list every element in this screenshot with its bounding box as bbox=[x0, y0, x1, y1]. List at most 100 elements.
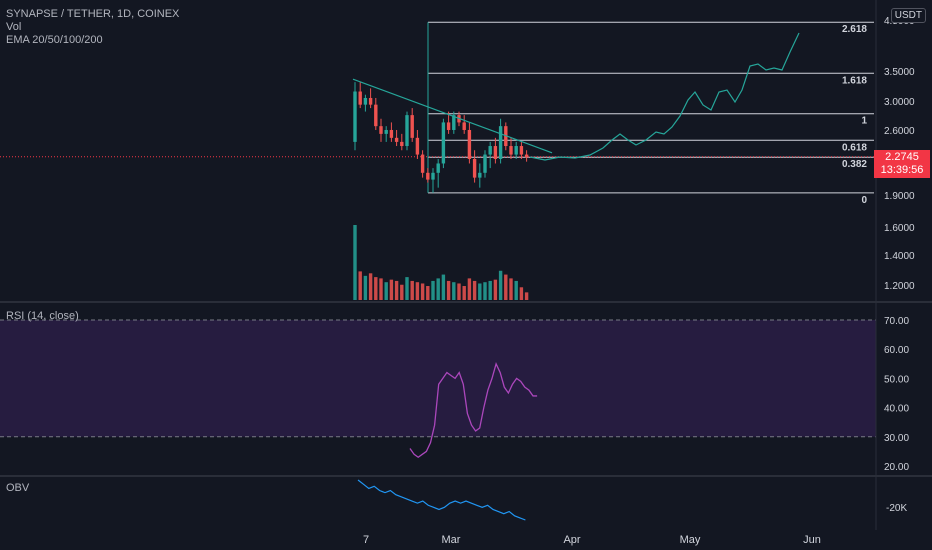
trendline bbox=[352, 78, 553, 154]
volume-bar bbox=[415, 282, 420, 300]
candle-body bbox=[415, 137, 420, 155]
candle-body bbox=[452, 115, 456, 130]
symbol-title[interactable]: SYNAPSE / TETHER, 1D, COINEX bbox=[6, 8, 180, 20]
candle-body bbox=[394, 137, 399, 142]
volume-bar bbox=[493, 279, 498, 300]
vol-label[interactable]: Vol bbox=[6, 21, 22, 33]
rsi-axis-tick-label: 60.00 bbox=[884, 345, 909, 356]
obv-axis-tick-label: -20K bbox=[886, 503, 907, 514]
fib-level-label: 1.618 bbox=[842, 75, 867, 86]
projection-path bbox=[529, 32, 800, 161]
candle-body bbox=[472, 158, 477, 178]
candle-body bbox=[420, 154, 425, 173]
rsi-band bbox=[0, 320, 876, 437]
volume-bar bbox=[519, 287, 524, 300]
candle-body bbox=[524, 154, 529, 158]
time-axis-tick-label: Jun bbox=[803, 534, 821, 546]
volume-bar bbox=[410, 280, 414, 300]
candle-body bbox=[374, 104, 378, 127]
candle-body bbox=[368, 97, 373, 105]
candle-body bbox=[436, 163, 440, 173]
volume-bar bbox=[389, 279, 394, 300]
volume-bar bbox=[524, 292, 529, 300]
bar-countdown: 13:39:56 bbox=[880, 164, 924, 176]
volume-bar bbox=[368, 273, 373, 300]
volume-bar bbox=[400, 284, 404, 300]
rsi-axis-tick-label: 50.00 bbox=[884, 374, 909, 385]
volume-bar bbox=[431, 280, 435, 300]
time-axis-tick-label: Apr bbox=[563, 534, 580, 546]
candle-body bbox=[498, 126, 503, 159]
candle-body bbox=[493, 146, 498, 159]
price-axis-tick-label: 2.6000 bbox=[884, 126, 915, 137]
candle-body bbox=[358, 91, 362, 105]
volume-bar bbox=[426, 286, 430, 300]
time-axis-tick-label: Mar bbox=[442, 534, 461, 546]
price-axis-tick-label: 1.9000 bbox=[884, 191, 915, 202]
price-axis-tick-label: 1.6000 bbox=[884, 223, 915, 234]
candle-body bbox=[363, 97, 368, 105]
time-axis-tick-label: 7 bbox=[363, 534, 369, 546]
time-axis-tick-label: May bbox=[680, 534, 701, 546]
rsi-axis-tick-label: 30.00 bbox=[884, 433, 909, 444]
volume-bar bbox=[363, 275, 368, 300]
rsi-axis-tick-label: 40.00 bbox=[884, 404, 909, 415]
volume-bar bbox=[488, 280, 492, 300]
fib-level-label: 1 bbox=[861, 116, 867, 127]
volume-bar bbox=[472, 280, 477, 300]
volume-bar bbox=[358, 271, 362, 300]
rsi-pane-title[interactable]: RSI (14, close) bbox=[6, 310, 79, 322]
volume-bar bbox=[384, 282, 388, 300]
fib-level-label: 0.382 bbox=[842, 159, 867, 170]
rsi-axis-tick-label: 70.00 bbox=[884, 316, 909, 327]
candle-body bbox=[519, 146, 524, 155]
volume-bar bbox=[509, 278, 513, 300]
volume-bar bbox=[379, 278, 383, 300]
ema-label[interactable]: EMA 20/50/100/200 bbox=[6, 34, 103, 46]
candle-body bbox=[462, 122, 466, 130]
volume-bar bbox=[374, 277, 378, 300]
volume-bar bbox=[498, 270, 503, 300]
price-axis-tick-label: 3.0000 bbox=[884, 97, 915, 108]
candle-body bbox=[410, 115, 414, 138]
candle-body bbox=[400, 141, 404, 147]
obv-line bbox=[357, 479, 526, 521]
candle-body bbox=[389, 129, 394, 138]
volume-bar bbox=[441, 274, 446, 300]
candle-body bbox=[379, 126, 383, 134]
chart-legend: SYNAPSE / TETHER, 1D, COINEX Vol EMA 20/… bbox=[6, 8, 179, 47]
last-price-tag: 2.2745 13:39:56 bbox=[874, 150, 930, 178]
candle-body bbox=[405, 115, 409, 147]
fib-level-label: 2.618 bbox=[842, 24, 867, 35]
fib-level-label: 0 bbox=[861, 195, 867, 206]
volume-bar bbox=[394, 280, 399, 300]
price-axis-tick-label: 1.4000 bbox=[884, 251, 915, 262]
volume-bar bbox=[483, 282, 487, 300]
candle-body bbox=[509, 146, 513, 155]
volume-bar bbox=[457, 283, 461, 300]
volume-bar bbox=[478, 283, 482, 300]
candle-body bbox=[353, 91, 357, 142]
candle-body bbox=[488, 146, 492, 155]
volume-bar bbox=[462, 286, 466, 300]
volume-bar bbox=[467, 278, 472, 300]
volume-bar bbox=[353, 225, 357, 300]
obv-pane-title[interactable]: OBV bbox=[6, 482, 30, 494]
rsi-axis-tick-label: 20.00 bbox=[884, 462, 909, 473]
volume-bar bbox=[504, 274, 508, 300]
volume-bar bbox=[514, 280, 518, 300]
rsi-line bbox=[409, 361, 538, 459]
candle-body bbox=[384, 129, 388, 134]
candle-body bbox=[478, 172, 482, 178]
candle-body bbox=[446, 122, 451, 130]
volume-bar bbox=[436, 278, 440, 300]
price-axis-tick-label: 3.5000 bbox=[884, 67, 915, 78]
currency-badge[interactable]: USDT bbox=[890, 8, 926, 23]
candle-body bbox=[441, 122, 446, 164]
candle-body bbox=[514, 146, 518, 155]
price-axis-tick-label: 1.2000 bbox=[884, 281, 915, 292]
candle-body bbox=[431, 172, 435, 180]
volume-bar bbox=[420, 283, 425, 300]
volume-bar bbox=[452, 282, 456, 300]
